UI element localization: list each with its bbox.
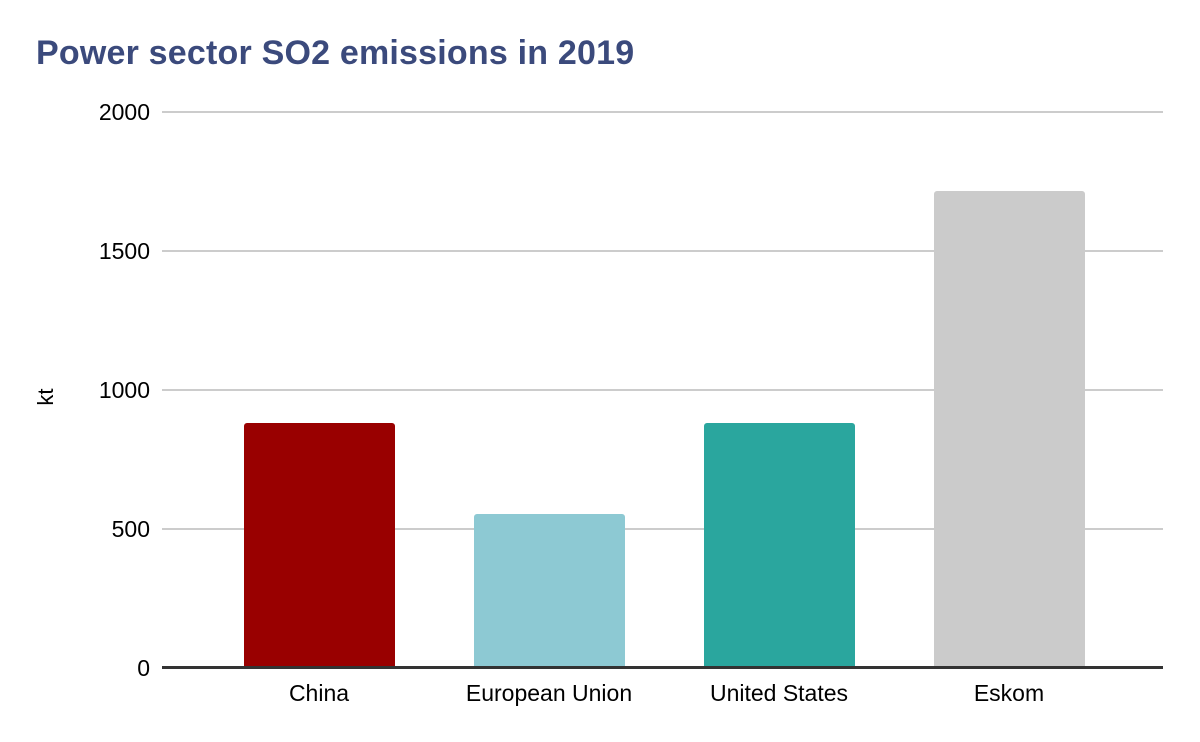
plot-area: 0 500 1000 1500 2000 China European Union Unite… (99, 99, 1163, 706)
y-tick-label: 0 (137, 655, 150, 681)
bar-eskom (933, 191, 1085, 668)
x-axis-baseline (162, 666, 1163, 669)
x-category-label: United States (709, 680, 849, 706)
y-tick-label: 1000 (98, 377, 150, 403)
y-gridline (162, 528, 1163, 530)
y-tick-label: 500 (111, 516, 150, 542)
y-tick-label: 1500 (98, 238, 150, 264)
bar-united-states (703, 423, 855, 668)
x-category-label: European Union (465, 680, 633, 706)
x-category-label: China (288, 680, 350, 706)
bar-european-union (473, 513, 625, 668)
chart-title: Power sector SO2 emissions in 2019 (36, 34, 635, 72)
y-tick-label: 2000 (98, 99, 150, 125)
y-axis-title: kt (33, 388, 58, 406)
y-gridline (162, 111, 1163, 113)
y-gridline (162, 389, 1163, 391)
y-gridline (162, 250, 1163, 252)
x-category-label: Eskom (973, 680, 1045, 706)
bar-china (243, 423, 395, 668)
